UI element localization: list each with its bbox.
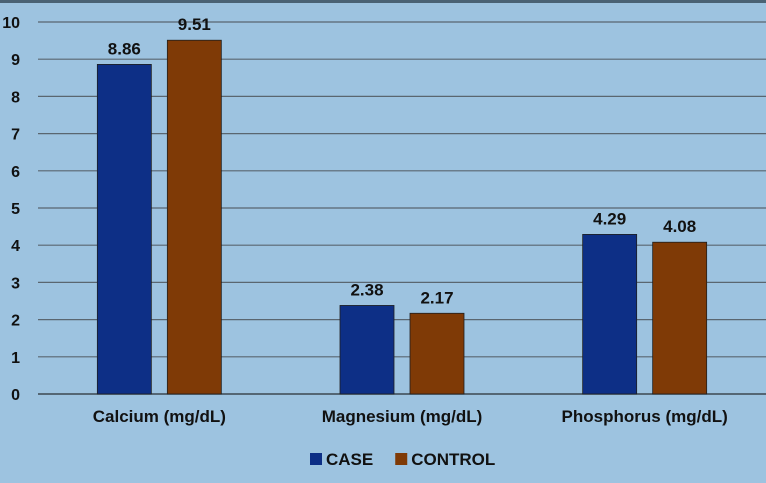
data-label: 9.51 (178, 15, 211, 34)
y-tick-label: 7 (11, 127, 20, 144)
legend-label-control: CONTROL (411, 450, 495, 469)
top-border (0, 0, 766, 3)
bar-case-0 (96, 64, 152, 395)
bar-case-1 (339, 305, 395, 395)
data-label: 2.17 (420, 288, 453, 307)
x-tick-label: Phosphorus (mg/dL) (562, 407, 728, 426)
bars (96, 39, 708, 395)
legend-swatch-control (395, 453, 408, 465)
legend: CASE CONTROL (310, 450, 495, 469)
y-tick-label: 8 (11, 89, 20, 106)
data-label: 8.86 (108, 39, 141, 58)
x-tick-label: Magnesium (mg/dL) (322, 407, 483, 426)
gridlines (38, 21, 766, 358)
bar-case-2 (582, 234, 638, 395)
y-tick-label: 10 (2, 15, 20, 32)
y-tick-label: 0 (11, 387, 20, 404)
data-labels: 8.86 9.51 2.38 2.17 4.29 4.08 (108, 15, 696, 307)
data-label: 2.38 (350, 280, 383, 299)
legend-label-case: CASE (326, 450, 373, 469)
x-tick-label: Calcium (mg/dL) (93, 407, 226, 426)
axes: 0 1 2 3 4 5 6 7 8 9 10 Calcium (mg/dL) Magnesium (mg… (2, 15, 766, 426)
y-tick-label: 9 (11, 52, 20, 69)
y-tick-label: 2 (11, 313, 20, 330)
data-label: 4.29 (593, 209, 626, 228)
y-tick-label: 1 (11, 350, 20, 367)
y-tick-label: 3 (11, 275, 20, 292)
y-tick-label: 6 (11, 164, 20, 181)
legend-swatch-case (310, 453, 322, 465)
bar-control-1 (409, 312, 465, 395)
y-tick-label: 5 (11, 201, 20, 218)
bar-control-2 (652, 241, 708, 395)
bar-control-0 (166, 39, 222, 395)
y-tick-label: 4 (11, 238, 20, 255)
data-label: 4.08 (663, 217, 696, 236)
